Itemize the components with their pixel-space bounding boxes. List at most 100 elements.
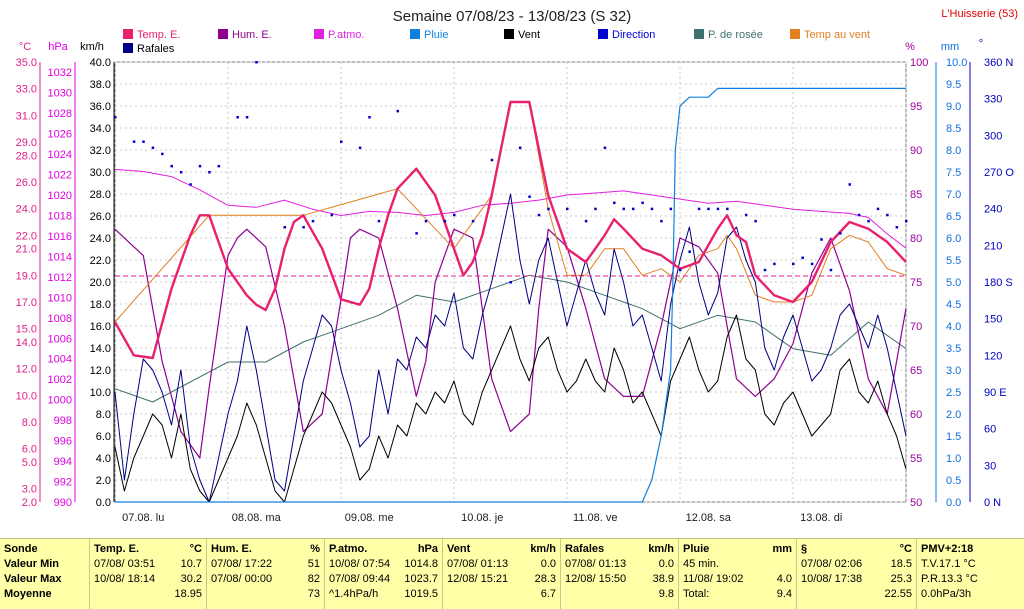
direction-ticks-label: 330 [984, 94, 1002, 106]
direction-point [886, 213, 889, 217]
x-tick-label: 13.08. di [800, 512, 842, 524]
summary-min-row: 10/08/ 07:54 1014.8 [329, 558, 438, 573]
direction-point [396, 109, 399, 113]
summary-min-row: 07/08/ 02:06 18.5 [801, 558, 912, 573]
legend-swatch [123, 43, 133, 53]
direction-point [330, 213, 334, 217]
wind-ticks-label: 16.0 [90, 321, 111, 333]
temp-ticks-label: 10.0 [16, 390, 37, 402]
pmv-title: PMV+2:18 [921, 543, 974, 555]
summary-cell-left: 45 min. [683, 558, 720, 570]
wind-ticks-label: 4.0 [96, 453, 111, 465]
wind-ticks-label: 18.0 [90, 299, 111, 311]
rain-ticks-label: 2.0 [946, 409, 961, 421]
pressure-ticks-label: 1008 [48, 313, 72, 325]
temp-ticks-label: 2.0 [22, 497, 37, 509]
wind-axis-unit: km/h [80, 41, 104, 53]
pressure-ticks: 990 992 994 996 998 1000 1002 1004 1006 1008 1010 1… [48, 67, 72, 509]
direction-point [641, 201, 644, 205]
summary-col-header: Pluie mm [683, 543, 792, 558]
summary-col-header: Vent km/h [447, 543, 556, 558]
wind-ticks-label: 0.0 [96, 497, 111, 509]
direction-ticks-label: 300 [984, 130, 1002, 142]
direction-point [744, 213, 748, 217]
humidity-ticks-label: 95 [910, 101, 922, 113]
pressure-ticks-label: 1014 [48, 251, 72, 263]
wind-ticks-label: 32.0 [90, 145, 111, 157]
rain-ticks-label: 9.5 [946, 79, 961, 91]
legend-label: Pluie [424, 29, 448, 41]
direction-ticks-label: 240 [984, 204, 1002, 216]
summary-cell-right: % [310, 543, 320, 555]
summary-max-row: 10/08/ 17:38 25.3 [801, 573, 912, 588]
wind-ticks: 0.0 2.0 4.0 6.0 8.0 10.0 12.0 14.0 16.0 18.0 20.0 2… [90, 57, 111, 509]
direction-point [132, 140, 136, 143]
rain-ticks-label: 7.5 [946, 167, 961, 179]
summary-cell-right: °C [899, 543, 912, 555]
summary-column: P.atmo. hPa 10/08/ 07:54 1014.8 07/08/ 09:44… [325, 539, 443, 609]
summary-avg-row: 6.7 [447, 588, 556, 603]
summary-max-row: 10/08/ 18:14 30.2 [94, 573, 202, 588]
direction-point [245, 116, 249, 119]
direction-point [198, 164, 202, 168]
summary-min-label: Valeur Min [4, 558, 60, 570]
humidity-axis-unit: % [905, 41, 915, 53]
rain-ticks-label: 3.0 [946, 365, 961, 377]
direction-point [810, 262, 814, 266]
summary-avg-row: 22.55 [801, 588, 912, 603]
humidity-ticks-label: 55 [910, 453, 922, 465]
pressure-ticks-label: 998 [54, 415, 72, 427]
humidity-ticks-label: 100 [910, 57, 928, 69]
direction-ticks-label: 360 N [984, 57, 1013, 69]
direction-point [311, 219, 315, 223]
direction-point [114, 116, 117, 119]
series-temp-au-vent-line [114, 101, 907, 323]
rain-ticks-label: 8.5 [946, 123, 961, 135]
direction-point [839, 232, 842, 235]
summary-column: § °C 07/08/ 02:06 18.5 10/08/ 17:38 25.3 22.55 [797, 539, 917, 609]
rain-ticks-label: 0.0 [946, 497, 961, 509]
legend-swatch [694, 29, 704, 39]
wind-ticks-label: 40.0 [90, 57, 111, 69]
humidity-ticks-label: 80 [910, 233, 922, 245]
pressure-ticks-label: 990 [54, 497, 72, 509]
summary-min-row: 07/08/ 17:22 51 [211, 558, 320, 573]
pressure-ticks-label: 994 [54, 456, 72, 468]
summary-max-row: 12/08/ 15:21 28.3 [447, 573, 556, 588]
direction-point [820, 238, 823, 241]
direction-point [142, 140, 145, 143]
summary-cell-left: 12/08/ 15:21 [447, 573, 509, 585]
temp-ticks-label: 8.0 [22, 417, 37, 429]
direction-point [302, 226, 305, 229]
summary-cell-right: 18.5 [890, 558, 912, 570]
direction-ticks-label: 180 S [984, 277, 1013, 289]
pressure-ticks-label: 996 [54, 436, 72, 448]
direction-point [528, 195, 531, 198]
legend-label: Hum. E. [232, 29, 272, 41]
series-p-atmo-line [114, 168, 907, 249]
summary-column: Pluie mm 45 min. 11/08/ 19:02 4.0 Total: 9.4 [679, 539, 797, 609]
direction-point [453, 213, 456, 217]
temp-ticks-label: 35.0 [16, 57, 37, 69]
summary-avg-row: 18.95 [94, 588, 202, 603]
rain-ticks-label: 4.5 [946, 299, 961, 311]
direction-point [895, 226, 899, 229]
wind-ticks-label: 20.0 [90, 277, 111, 289]
summary-min-row: 07/08/ 03:51 10.7 [94, 558, 202, 573]
summary-title: Sonde [4, 543, 38, 555]
direction-ticks-label: 120 [984, 350, 1002, 362]
summary-cell-left: P.atmo. [329, 543, 368, 555]
legend-swatch [123, 29, 133, 39]
rain-ticks: 0.0 0.5 1.0 1.5 2.0 2.5 3.0 3.5 4.0 4.5 5.0 5.5 6.0 6… [946, 57, 967, 509]
summary-cell-left: 07/08/ 00:00 [211, 573, 273, 585]
wind-ticks-label: 2.0 [96, 475, 111, 487]
direction-point [867, 219, 870, 223]
direction-point [566, 207, 569, 211]
rain-ticks-label: 5.0 [946, 277, 961, 289]
summary-max-label: Valeur Max [4, 573, 62, 585]
summary-avg-row: 9.8 [565, 588, 674, 603]
pressure-ticks-label: 1032 [48, 67, 72, 79]
humidity-ticks-label: 60 [910, 409, 922, 421]
chart-title: Semaine 07/08/23 - 13/08/23 (S 32) [393, 8, 632, 25]
pressure-ticks-label: 1004 [48, 354, 72, 366]
